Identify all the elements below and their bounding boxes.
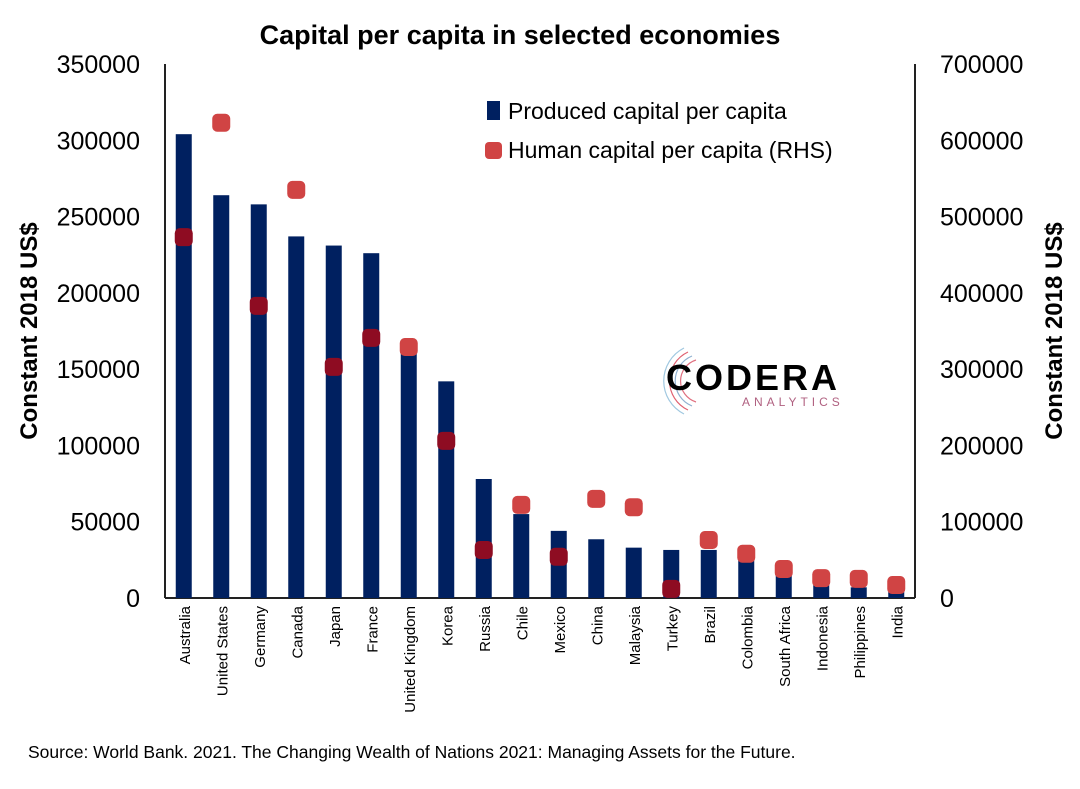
marker-human-capital: [287, 180, 306, 199]
bar-produced-capital: [888, 591, 905, 598]
x-tick-label: Brazil: [702, 606, 719, 644]
x-tick-label: Australia: [177, 605, 194, 664]
x-tick-label: Germany: [252, 606, 269, 668]
x-tick-label: Colombia: [739, 605, 756, 669]
bar-produced-capital: [175, 134, 192, 598]
bar-produced-capital: [700, 549, 717, 598]
bar-produced-capital: [588, 539, 605, 598]
marker-human-capital: [887, 576, 906, 595]
y-tick-label-right: 400000: [940, 280, 1023, 308]
y-tick-label-left: 150000: [57, 356, 140, 384]
x-tick-label: Korea: [439, 605, 456, 646]
x-tick-label: South Africa: [777, 605, 794, 687]
y-tick-label-left: 100000: [57, 432, 140, 460]
marker-human-capital: [587, 489, 606, 508]
marker-human-capital: [174, 228, 193, 247]
y-tick-label-left: 250000: [57, 204, 140, 232]
legend-swatch-produced: [487, 101, 500, 120]
bar-produced-capital: [625, 547, 642, 598]
bar-produced-capital: [325, 245, 342, 598]
y-axis-label-left: Constant 2018 US$: [16, 222, 43, 440]
bar-produced-capital: [513, 514, 530, 598]
legend-label-produced: Produced capital per capita: [508, 98, 787, 124]
marker-human-capital: [399, 338, 418, 357]
marker-human-capital: [699, 531, 718, 550]
y-tick-label-left: 350000: [57, 51, 140, 79]
y-axis-label-right: Constant 2018 US$: [1041, 222, 1068, 440]
legend-swatch-human: [485, 142, 502, 159]
bar-produced-capital: [250, 204, 267, 598]
y-tick-label-right: 0: [940, 585, 954, 613]
marker-human-capital: [774, 560, 793, 579]
x-tick-label: Malaysia: [627, 605, 644, 665]
x-tick-label: Chile: [514, 606, 531, 640]
legend: Produced capital per capita Human capita…: [485, 98, 833, 163]
chart-title: Capital per capita in selected economies: [260, 20, 781, 50]
bar-produced-capital: [475, 478, 492, 598]
bar-produced-capital: [813, 585, 830, 598]
marker-human-capital: [362, 328, 381, 347]
logo-sub: ANALYTICS: [742, 395, 844, 409]
y-tick-label-right: 500000: [940, 204, 1023, 232]
x-tick-label: Philippines: [852, 606, 869, 679]
marker-human-capital: [812, 569, 831, 588]
x-tick-label: Canada: [289, 605, 306, 658]
logo-name: CODERA: [666, 357, 840, 398]
y-tick-label-left: 50000: [70, 509, 140, 537]
marker-human-capital: [624, 498, 643, 517]
codera-logo: CODERA ANALYTICS: [663, 347, 844, 415]
marker-human-capital: [212, 113, 231, 132]
x-tick-label: United Kingdom: [402, 606, 419, 713]
x-tick-label: Mexico: [552, 606, 569, 654]
x-tick-label: France: [364, 606, 381, 653]
bar-produced-capital: [400, 346, 417, 598]
bar-produced-capital: [738, 559, 755, 598]
y-tick-label-right: 100000: [940, 509, 1023, 537]
x-tick-label: China: [589, 605, 606, 645]
y-tick-label-right: 600000: [940, 127, 1023, 155]
source-note: Source: World Bank. 2021. The Changing W…: [28, 742, 796, 762]
y-tick-label-right: 700000: [940, 51, 1023, 79]
marker-human-capital: [549, 547, 568, 566]
bar-produced-capital: [438, 381, 455, 598]
x-tick-label: United States: [214, 606, 231, 696]
marker-human-capital: [324, 357, 343, 376]
marker-human-capital: [474, 540, 493, 559]
x-tick-label: Japan: [327, 606, 344, 647]
y-tick-label-right: 300000: [940, 356, 1023, 384]
y-tick-label-left: 300000: [57, 127, 140, 155]
marker-human-capital: [512, 495, 531, 514]
bar-produced-capital: [363, 253, 380, 598]
x-tick-label: Russia: [477, 605, 494, 652]
logo-arc-icon: [663, 347, 697, 415]
bar-produced-capital: [775, 575, 792, 598]
y-tick-label-left: 0: [126, 585, 140, 613]
bar-produced-capital: [288, 236, 305, 599]
bar-produced-capital: [213, 195, 230, 598]
marker-human-capital: [849, 569, 868, 588]
x-tick-label: India: [889, 605, 906, 638]
marker-human-capital: [737, 544, 756, 563]
marker-human-capital: [437, 431, 456, 450]
y-tick-label-right: 200000: [940, 432, 1023, 460]
bar-produced-capital: [850, 587, 867, 598]
x-tick-label: Turkey: [664, 606, 681, 652]
marker-human-capital: [662, 579, 681, 598]
x-tick-label: Indonesia: [814, 605, 831, 671]
marker-human-capital: [249, 296, 268, 315]
legend-label-human: Human capital per capita (RHS): [508, 137, 833, 163]
y-tick-label-left: 200000: [57, 280, 140, 308]
